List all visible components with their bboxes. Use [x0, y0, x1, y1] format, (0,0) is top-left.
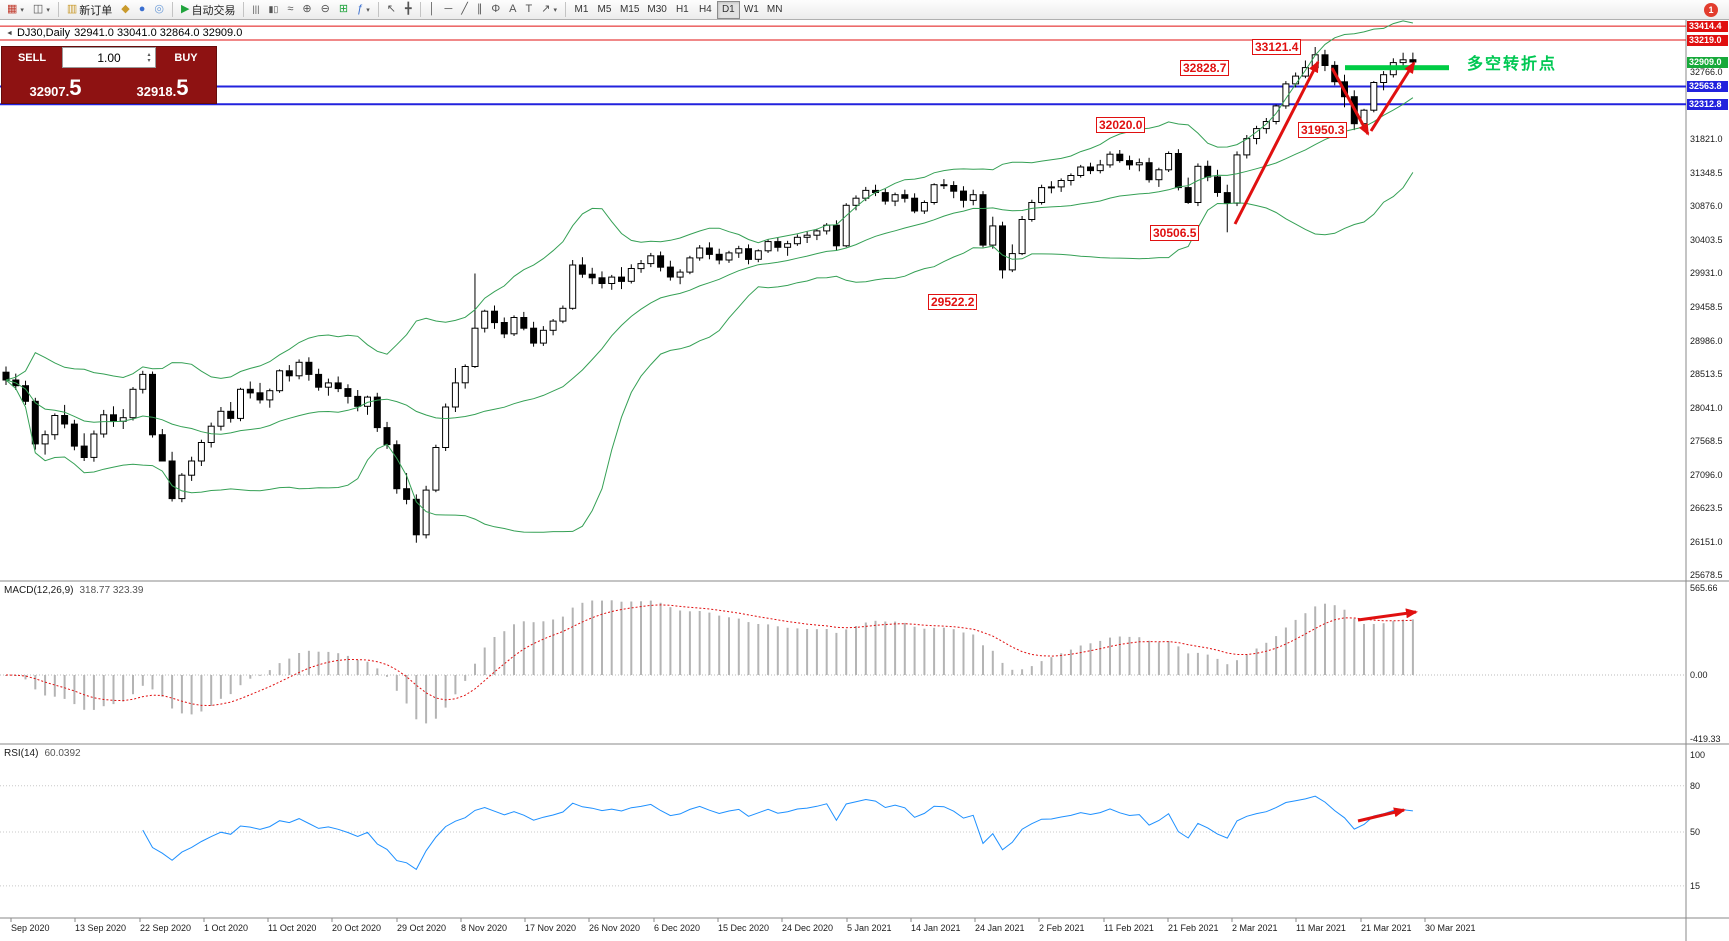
- new-chart-button[interactable]: ▦ ▾: [3, 1, 28, 19]
- cursor-button[interactable]: ↖: [383, 1, 400, 19]
- sell-button[interactable]: SELL: [2, 47, 62, 68]
- trendline-icon: ╱: [461, 3, 468, 15]
- chevron-down-icon: ▾: [46, 6, 50, 14]
- text-icon: A: [509, 3, 517, 15]
- line-chart-icon: ≈: [287, 3, 294, 15]
- price-callout[interactable]: 32828.7: [1180, 60, 1230, 76]
- candlestick-icon: ▮▯: [268, 4, 279, 14]
- fibonacci-icon: Φ: [491, 3, 501, 15]
- volume-down-icon[interactable]: ▾: [147, 57, 151, 64]
- candles: [2, 47, 1417, 543]
- horizontal-line-button[interactable]: ─: [440, 1, 456, 19]
- new-order-button[interactable]: ▥ 新订单: [63, 1, 116, 19]
- text-label-icon: T: [525, 3, 533, 15]
- timeframe-m15[interactable]: M15: [619, 4, 640, 15]
- arrows-tool-button[interactable]: ↗ ▾: [537, 1, 561, 19]
- zoom-out-icon: ⊖: [320, 3, 330, 15]
- tile-windows-icon: ⊞: [338, 3, 349, 15]
- tile-windows-button[interactable]: ⊞: [335, 1, 352, 19]
- toolbar-separator: [243, 2, 245, 17]
- crosshair-icon: ╋: [404, 3, 412, 15]
- toolbar-separator: [57, 2, 59, 17]
- text-tool-button[interactable]: A: [505, 1, 520, 19]
- bar-chart-type-button[interactable]: |||: [248, 1, 263, 19]
- autotrading-label: 自动交易: [191, 4, 236, 17]
- metaeditor-icon: ◆: [121, 3, 130, 15]
- new-order-icon: ▥: [66, 3, 78, 15]
- volume-up-icon[interactable]: ▴: [147, 51, 151, 58]
- notification-badge[interactable]: 1: [1704, 2, 1718, 17]
- timeframe-m5[interactable]: M5: [597, 4, 612, 15]
- buy-price-pip: 5: [176, 75, 189, 101]
- indicators-icon: ƒ: [357, 3, 364, 15]
- timeframe-m30[interactable]: M30: [647, 4, 667, 15]
- profiles-icon: ◫: [32, 3, 44, 15]
- new-chart-icon: ▦: [7, 3, 18, 15]
- arrows-tool-icon: ↗: [541, 3, 551, 15]
- bar-chart-icon: |||: [252, 4, 260, 14]
- toolbar: ▦ ▾ ◫ ▾ ▥ 新订单 ◆ ● ◎ ▶ 自动交易 ||| ▮▯ ≈ ⊕ ⊖ …: [0, 0, 1729, 20]
- vertical-line-icon: │: [428, 3, 436, 15]
- toolbar-separator: [377, 2, 379, 17]
- timeframe-h4[interactable]: H4: [698, 4, 712, 15]
- price-callout[interactable]: 31950.3: [1298, 122, 1348, 138]
- timeframe-group: M1 M5 M15 M30 H1 H4 D1 W1 MN: [570, 0, 786, 19]
- terminal-button[interactable]: ◎: [150, 1, 168, 19]
- horizontal-line-icon: ─: [444, 3, 453, 15]
- autotrading-button[interactable]: ▶ 自动交易: [177, 1, 239, 19]
- toolbar-separator: [171, 2, 173, 17]
- buy-price[interactable]: 32918. 5: [109, 68, 216, 103]
- toolbar-separator: [564, 2, 566, 17]
- fibonacci-button[interactable]: Φ: [487, 1, 504, 19]
- autotrading-play-icon: ▶: [180, 3, 190, 15]
- candle-chart-type-button[interactable]: ▮▯: [264, 1, 282, 19]
- turning-point-note[interactable]: 多空转折点: [1467, 56, 1558, 73]
- crosshair-button[interactable]: ╋: [401, 1, 416, 19]
- toolbar-separator: [419, 2, 421, 17]
- price-callout[interactable]: 30506.5: [1150, 225, 1200, 241]
- buy-button[interactable]: BUY: [156, 47, 216, 68]
- line-chart-type-button[interactable]: ≈: [283, 1, 297, 19]
- chevron-down-icon: ▾: [366, 6, 370, 14]
- terminal-icon: ◎: [154, 3, 164, 15]
- sell-price-main: 32907.: [29, 84, 70, 99]
- sell-price[interactable]: 32907. 5: [2, 68, 109, 103]
- timeframe-mn[interactable]: MN: [766, 4, 783, 15]
- timeframe-d1[interactable]: D1: [716, 0, 740, 19]
- zoom-in-icon: ⊕: [302, 3, 312, 15]
- timeframe-m1[interactable]: M1: [574, 4, 589, 15]
- volume-input[interactable]: 1.00 ▴ ▾: [62, 47, 156, 68]
- trendline-button[interactable]: ╱: [457, 1, 472, 19]
- price-callout[interactable]: 32020.0: [1096, 117, 1146, 133]
- channel-icon: ∥: [476, 3, 483, 15]
- zoom-out-button[interactable]: ⊖: [317, 1, 334, 19]
- cursor-icon: ↖: [386, 3, 396, 15]
- sell-price-pip: 5: [69, 75, 82, 101]
- indicators-button[interactable]: ƒ ▾: [353, 1, 374, 19]
- new-order-label: 新订单: [79, 4, 113, 17]
- timeframe-w1[interactable]: W1: [743, 4, 759, 15]
- vertical-line-button[interactable]: │: [425, 1, 440, 19]
- market-watch-button[interactable]: ●: [135, 1, 150, 19]
- price-callout[interactable]: 33121.4: [1252, 39, 1302, 55]
- channel-button[interactable]: ∥: [473, 1, 487, 19]
- metaeditor-button[interactable]: ◆: [117, 1, 133, 19]
- buy-price-main: 32918.: [136, 84, 177, 99]
- market-watch-icon: ●: [138, 3, 146, 15]
- text-label-tool-button[interactable]: T: [521, 1, 536, 19]
- chevron-down-icon: ▾: [20, 6, 24, 14]
- volume-value: 1.00: [97, 50, 121, 65]
- zoom-in-button[interactable]: ⊕: [298, 1, 315, 19]
- timeframe-h1[interactable]: H1: [675, 4, 689, 15]
- chevron-down-icon: ▾: [553, 6, 557, 14]
- one-click-trade-panel: SELL 1.00 ▴ ▾ BUY 32907. 5 32918. 5: [1, 46, 217, 104]
- price-callout[interactable]: 29522.2: [928, 294, 978, 310]
- chart-profiles-button[interactable]: ◫ ▾: [29, 1, 54, 19]
